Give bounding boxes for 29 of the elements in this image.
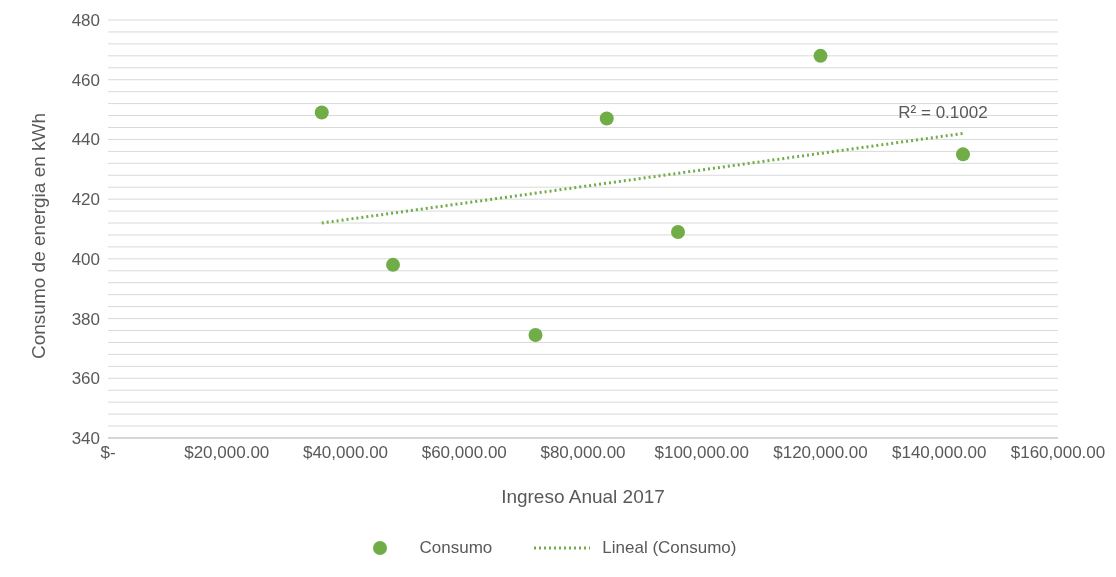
- y-tick-label: 380: [71, 309, 100, 329]
- legend-label: Lineal (Consumo): [601, 538, 737, 558]
- x-tick-label: $100,000.00: [654, 443, 750, 463]
- y-tick-label: 480: [71, 11, 100, 31]
- point: [314, 105, 329, 120]
- y-tick-label: 400: [71, 249, 100, 269]
- x-axis-title: Ingreso Anual 2017: [501, 486, 665, 507]
- x-tick-label: $140,000.00: [891, 443, 987, 463]
- y-tick-label: 460: [71, 70, 100, 90]
- annotation: R² = 0.1002: [898, 103, 988, 123]
- y-tick-label: 340: [71, 429, 100, 449]
- y-tick-label: 360: [71, 369, 100, 389]
- point: [528, 327, 543, 342]
- y-tick-label: 420: [71, 190, 100, 210]
- point: [813, 48, 828, 63]
- point: [956, 147, 970, 162]
- point: [386, 257, 400, 272]
- x-tick-label: $-: [100, 443, 116, 463]
- x-tick-label: $60,000.00: [421, 443, 507, 463]
- point: [599, 111, 614, 126]
- x-tick-label: $160,000.00: [1010, 443, 1106, 463]
- y-axis-title: Consumo de energia en kWh: [27, 112, 49, 359]
- x-tick-label: $40,000.00: [302, 443, 389, 463]
- x-tick-label: $20,000.00: [184, 443, 270, 463]
- point: [671, 224, 685, 239]
- x-tick-label: $80,000.00: [540, 443, 626, 463]
- legend-label: Consumo: [418, 538, 493, 558]
- x-tick-label: $120,000.00: [773, 443, 868, 463]
- y-tick-label: 440: [71, 130, 100, 150]
